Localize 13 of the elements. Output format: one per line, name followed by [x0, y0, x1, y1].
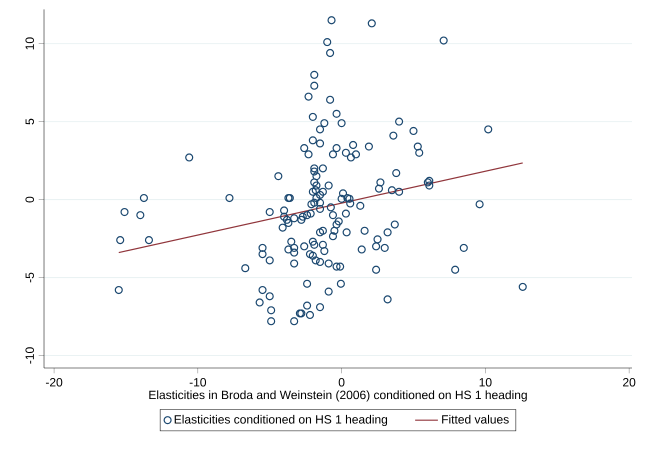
x-axis-title: Elasticities in Broda and Weinstein (2006) conditioned on HS 1 heading: [149, 390, 527, 402]
y-tick-label: -10: [25, 347, 34, 364]
y-tick-label: 10: [25, 37, 34, 50]
y-tick-label: -5: [26, 272, 34, 282]
y-tick-label: 5: [26, 118, 34, 124]
x-tick-label: 0: [338, 378, 344, 387]
x-tick-label: 20: [623, 378, 636, 387]
y-tick-label: 0: [25, 196, 34, 202]
x-tick-label: 10: [480, 378, 492, 387]
x-tick-label: -10: [190, 378, 206, 387]
x-tick-label: -20: [46, 378, 62, 387]
legend-label: Fitted values: [442, 414, 509, 424]
legend-label: Elasticities conditioned on HS 1 heading: [174, 414, 388, 426]
